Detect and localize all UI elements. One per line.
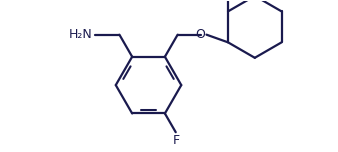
Text: H₂N: H₂N bbox=[69, 28, 93, 41]
Text: O: O bbox=[196, 28, 206, 41]
Text: F: F bbox=[173, 134, 180, 147]
